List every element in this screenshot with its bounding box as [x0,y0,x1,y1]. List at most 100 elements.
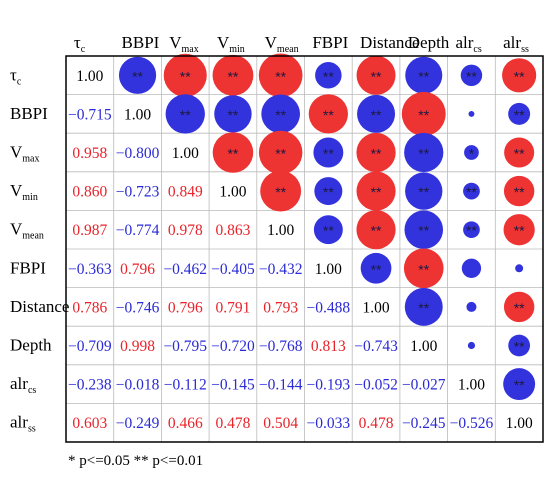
correlation-circle [405,172,443,210]
significance-mark: ** [180,107,191,123]
coefficient-value: −0.018 [116,377,160,394]
coefficient-value: −0.488 [307,299,351,316]
coefficient-value: 0.478 [359,415,394,432]
diagonal-value: 1.00 [315,261,342,278]
diagonal-value: 1.00 [362,299,389,316]
significance-mark: ** [418,223,429,239]
diagonal-value: 1.00 [124,106,151,123]
coefficient-value: −0.743 [354,338,398,355]
column-label: Vmean [265,33,299,55]
significance-mark: ** [275,146,286,162]
correlation-circle [360,252,392,284]
row-label: Distance [10,297,69,316]
correlation-circle [261,94,301,134]
coefficient-value: 0.796 [168,299,203,316]
column-label: Vmin [217,33,245,55]
correlation-circle [467,341,476,350]
significance-mark: ** [514,184,525,200]
correlation-circle [356,132,396,173]
row-label: Depth [10,336,52,355]
correlation-circle [508,334,531,357]
significance-mark: ** [514,146,525,162]
coefficient-value: −0.709 [68,338,112,355]
row-label: Vmean [10,220,44,242]
coefficient-value: −0.462 [163,261,207,278]
coefficient-value: −0.432 [259,261,303,278]
significance-mark: ** [323,184,334,200]
correlation-circle [502,58,537,93]
column-label: τc [74,33,86,55]
correlation-circle [403,248,444,289]
correlation-circle [356,55,396,95]
coefficient-value: 0.987 [72,222,107,239]
correlation-circle [404,287,443,326]
diagonal-value: 1.00 [458,377,485,394]
coefficient-value: 0.813 [311,338,346,355]
coefficient-value: 0.998 [120,338,155,355]
correlation-circle [405,56,443,94]
column-label: Depth [408,33,450,52]
correlation-circle [212,132,254,173]
significance-mark: ** [323,107,334,123]
correlation-circle [503,368,536,401]
row-label: BBPI [10,104,48,123]
correlation-circle [118,56,157,94]
significance-mark: ** [323,68,334,84]
correlation-circle [308,94,348,134]
coefficient-value: 0.958 [72,145,107,162]
significance-mark: ** [514,107,525,123]
coefficient-value: −0.715 [68,106,112,123]
correlation-circle [313,137,344,168]
significance-mark: ** [418,68,429,84]
coefficient-value: −0.245 [402,415,446,432]
correlation-circle [401,91,446,136]
correlation-circle [315,62,342,89]
grid-lines [66,56,543,442]
significance-mark: ** [180,68,191,84]
circle-marks: ** ** ** ** ** ** ** ** ** ** ** ** ** ** ** ** ** ** ** **… [118,53,537,401]
correlation-circle [463,182,480,200]
significance-mark: ** [132,68,143,84]
correlation-circle [357,94,396,133]
significance-mark: ** [371,261,382,277]
coefficient-value: −0.774 [116,222,160,239]
coefficient-value: −0.238 [68,377,112,394]
significance-footnote: * p<=0.05 ** p<=0.01 [68,453,204,469]
coefficient-value: 0.863 [216,222,251,239]
significance-mark: ** [275,184,286,200]
significance-mark: ** [466,184,477,200]
significance-mark: ** [323,223,334,239]
coefficient-value: −0.363 [68,261,112,278]
correlation-circle [258,130,303,175]
coefficient-value: 0.860 [72,184,107,201]
coefficient-value: −0.033 [307,415,351,432]
coefficient-value: 0.793 [263,299,298,316]
column-label: FBPI [312,33,348,52]
correlation-circle [404,210,444,249]
correlation-circle [260,170,302,212]
significance-mark: ** [514,223,525,239]
column-label: Vmax [169,33,199,55]
significance-mark: ** [418,184,429,200]
diagonal-value: 1.00 [76,68,103,85]
column-label: alrcs [455,33,481,55]
coefficient-value: 0.978 [168,222,203,239]
correlation-circle [460,64,483,87]
significance-mark: ** [466,68,477,84]
diagonal-value: 1.00 [410,338,437,355]
coefficient-value: −0.526 [450,415,494,432]
correlation-circle [356,210,396,250]
coefficient-value: 0.796 [120,261,155,278]
significance-mark: ** [323,146,334,162]
coefficient-value: 0.791 [216,299,251,316]
correlation-circle [313,215,343,245]
correlation-circle [356,171,396,211]
correlation-circle [163,53,207,97]
significance-mark: ** [514,300,525,316]
significance-mark: ** [227,68,238,84]
column-label: BBPI [122,33,160,52]
correlation-circle [461,258,482,278]
diagonal-value: 1.00 [506,415,533,432]
correlation-circle [503,214,535,246]
